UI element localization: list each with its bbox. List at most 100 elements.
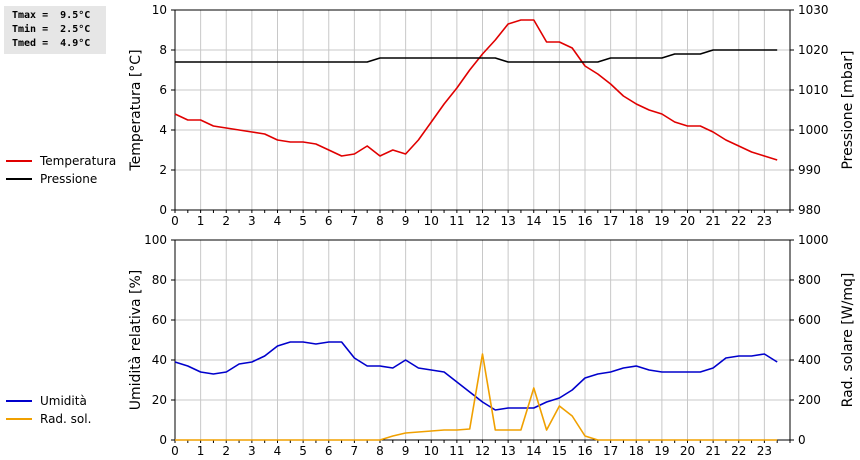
series-line-temperatura [174, 19, 778, 161]
x-tick-label: 16 [577, 444, 592, 458]
x-tick-label: 2 [222, 444, 230, 458]
y-left-tick-label: 20 [152, 393, 167, 407]
x-tick-label: 12 [475, 214, 490, 228]
x-tick-label: 21 [705, 214, 720, 228]
x-tick-label: 1 [197, 214, 205, 228]
y-left-tick-label: 60 [152, 313, 167, 327]
x-tick-label: 20 [680, 444, 695, 458]
legend-swatch-umidita [6, 400, 32, 402]
x-tick-label: 2 [222, 214, 230, 228]
series-line-rad-sol [175, 353, 778, 441]
y-right-tick-label: 200 [798, 393, 821, 407]
legend-swatch-temperatura [6, 160, 32, 162]
y-right-tick-label: 990 [798, 163, 821, 177]
x-tick-label: 23 [757, 444, 772, 458]
y-right-tick-label: 1000 [798, 123, 829, 137]
x-tick-label: 23 [757, 214, 772, 228]
y-right-tick-label: 980 [798, 203, 821, 217]
legend-item-pressione: Pressione [6, 170, 116, 188]
x-tick-label: 3 [248, 214, 256, 228]
x-tick-label: 19 [654, 214, 669, 228]
x-tick-label: 15 [552, 214, 567, 228]
x-tick-label: 10 [424, 214, 439, 228]
x-tick-label: 5 [299, 214, 307, 228]
x-tick-label: 4 [274, 214, 282, 228]
legend-label-temperatura: Temperatura [40, 154, 117, 168]
x-tick-label: 21 [705, 444, 720, 458]
legend-label-umidita: Umidità [40, 394, 87, 408]
x-tick-label: 5 [299, 444, 307, 458]
x-tick-label: 8 [376, 444, 384, 458]
plot-frame [174, 239, 791, 441]
stat-tmed: Tmed = 4.9°C [12, 38, 91, 49]
y-left-tick-label: 40 [152, 353, 167, 367]
x-tick-label: 22 [731, 214, 746, 228]
y-left-tick-label: 4 [159, 123, 167, 137]
series-line-umidita [174, 341, 778, 411]
y-left-tick-label: 0 [159, 433, 167, 447]
x-tick-label: 0 [171, 444, 179, 458]
x-tick-label: 9 [402, 214, 410, 228]
legend-swatch-pressione [6, 178, 32, 180]
x-tick-label: 11 [449, 444, 464, 458]
y-right-tick-label: 1000 [798, 233, 829, 247]
x-tick-label: 16 [577, 214, 592, 228]
x-tick-label: 6 [325, 214, 333, 228]
x-tick-label: 18 [629, 214, 644, 228]
x-tick-label: 18 [629, 444, 644, 458]
x-tick-label: 11 [449, 214, 464, 228]
x-tick-label: 19 [654, 444, 669, 458]
y-left-tick-label: 10 [152, 3, 167, 17]
legend-bottom: Umidità Rad. sol. [6, 392, 91, 428]
legend-swatch-rad-sol [6, 418, 32, 420]
x-tick-label: 17 [603, 214, 618, 228]
x-tick-label: 15 [552, 444, 567, 458]
series-line-pressione [175, 49, 778, 63]
x-tick-label: 1 [197, 444, 205, 458]
x-tick-label: 14 [526, 444, 541, 458]
x-tick-label: 17 [603, 444, 618, 458]
y-left-tick-label: 0 [159, 203, 167, 217]
legend-item-rad-sol: Rad. sol. [6, 410, 91, 428]
chart-panel-bottom: 0 1 2 3 4 5 6 7 8 9 10 11 12 13 14 15 16 17 18 19 20 21 22 2302… [128, 233, 856, 458]
y-left-axis-title: Temperatura [°C] [128, 49, 144, 171]
y-left-tick-label: 80 [152, 273, 167, 287]
plot-frame [174, 9, 791, 211]
legend-label-pressione: Pressione [40, 172, 98, 186]
chart-panel-top: 0 1 2 3 4 5 6 7 8 9 10 11 12 13 14 15 16 17 18 19 20 21 22 2302… [128, 3, 856, 228]
x-tick-label: 10 [424, 444, 439, 458]
stats-box: Tmax = 9.5°C Tmin = 2.5°C Tmed = 4.9°C [4, 6, 106, 54]
y-left-tick-label: 2 [159, 163, 167, 177]
x-tick-label: 12 [475, 444, 490, 458]
y-left-tick-label: 8 [159, 43, 167, 57]
stat-tmin: Tmin = 2.5°C [12, 24, 91, 35]
x-tick-label: 6 [325, 444, 333, 458]
y-right-tick-label: 1010 [798, 83, 829, 97]
x-tick-label: 8 [376, 214, 384, 228]
x-tick-label: 7 [351, 214, 359, 228]
y-right-tick-label: 400 [798, 353, 821, 367]
legend-item-umidita: Umidità [6, 392, 91, 410]
stat-tmax: Tmax = 9.5°C [12, 10, 91, 21]
y-right-tick-label: 1030 [798, 3, 829, 17]
y-right-tick-label: 600 [798, 313, 821, 327]
y-right-axis-title: Rad. solare [W/mq] [840, 273, 856, 408]
x-tick-label: 4 [274, 444, 282, 458]
legend-label-rad-sol: Rad. sol. [40, 412, 92, 426]
y-right-tick-label: 0 [798, 433, 806, 447]
y-right-tick-label: 800 [798, 273, 821, 287]
x-tick-label: 13 [500, 444, 515, 458]
x-tick-label: 13 [500, 214, 515, 228]
y-right-axis-title: Pressione [mbar] [840, 50, 856, 169]
x-tick-label: 14 [526, 214, 541, 228]
x-tick-label: 20 [680, 214, 695, 228]
legend-top: Temperatura Pressione [6, 152, 116, 188]
x-tick-label: 0 [171, 214, 179, 228]
x-tick-label: 3 [248, 444, 256, 458]
y-right-tick-label: 1020 [798, 43, 829, 57]
x-tick-label: 9 [402, 444, 410, 458]
y-left-tick-label: 6 [159, 83, 167, 97]
y-left-tick-label: 100 [144, 233, 167, 247]
x-tick-label: 7 [351, 444, 359, 458]
